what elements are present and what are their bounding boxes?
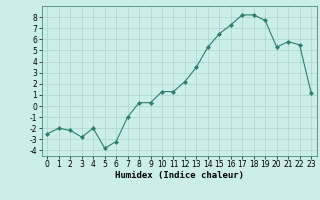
X-axis label: Humidex (Indice chaleur): Humidex (Indice chaleur) bbox=[115, 171, 244, 180]
